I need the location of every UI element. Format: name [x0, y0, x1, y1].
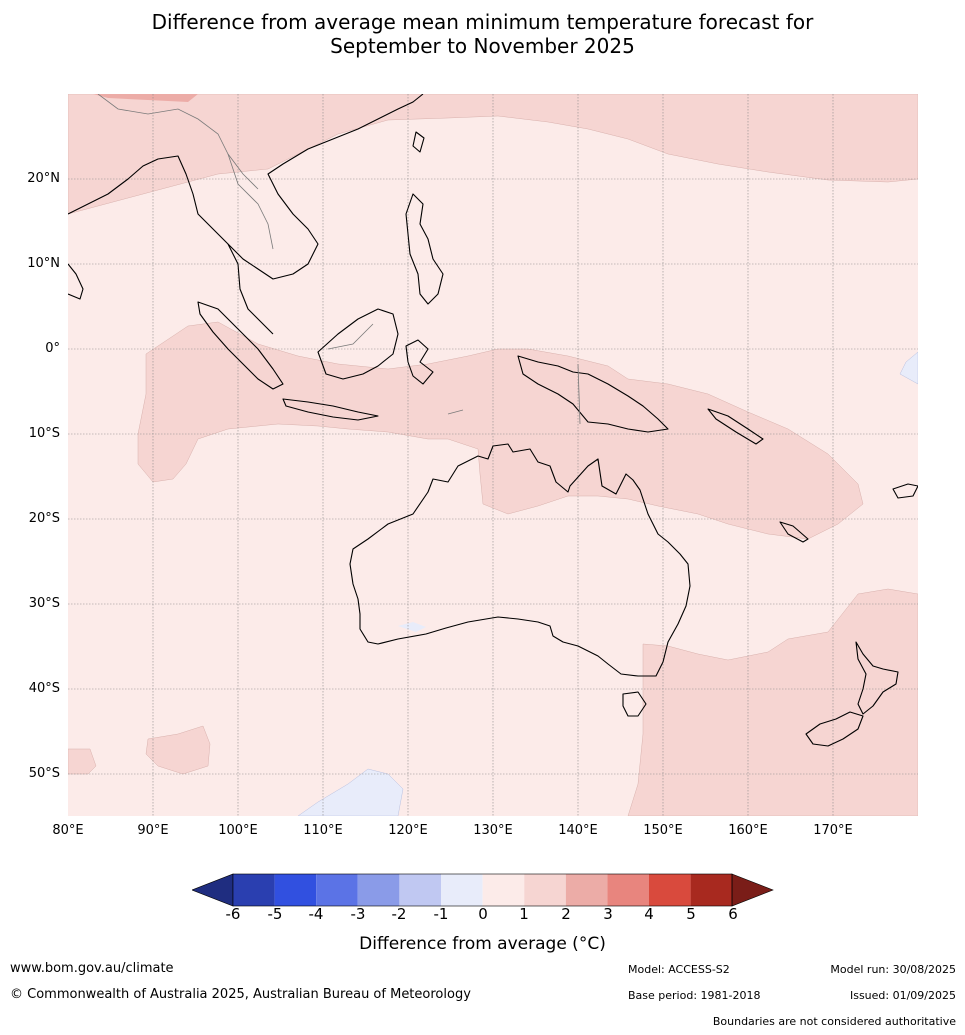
colorbar-tick-neg5: -5 — [267, 905, 283, 923]
colorbar-tick-2: 2 — [561, 905, 571, 923]
lon-label-90e: 90°E — [137, 823, 169, 838]
anomaly-1-2-patch-sw — [145, 725, 211, 775]
title-line-2: September to November 2025 — [330, 34, 635, 58]
colorbar-bin-1-2 — [524, 874, 566, 906]
colorbar-bin-4-5 — [649, 874, 691, 906]
colorbar-bin-2-3 — [565, 874, 608, 906]
anomaly-0-neg1-patch-bight — [398, 622, 426, 632]
colorbar-bin-neg2-neg1 — [399, 874, 441, 906]
title-line-1: Difference from average mean minimum tem… — [151, 10, 814, 34]
colorbar-bin-0-1 — [482, 874, 525, 906]
colorbar-frame — [232, 873, 733, 907]
country-borders — [97, 93, 581, 425]
colorbar-label: Difference from average (°C) — [0, 934, 965, 954]
model-text: Model: ACCESS-S2 — [628, 963, 730, 976]
forecast-map — [67, 93, 919, 817]
colorbar-tick-6: 6 — [728, 905, 738, 923]
border-timor — [447, 409, 464, 415]
colorbar-tick-3: 3 — [603, 905, 613, 923]
colorbar-tick-1: 1 — [519, 905, 529, 923]
colorbar-label-prefix: Difference from average ( — [359, 934, 579, 954]
new-zealand-south-coast — [805, 711, 864, 747]
colorbar-extend-high — [731, 873, 774, 907]
border-asia-2 — [227, 153, 274, 250]
anomaly-2-3-patch-north — [93, 94, 198, 102]
lon-label-170e: 170°E — [813, 823, 853, 838]
colorbar — [192, 873, 774, 907]
border-borneo — [327, 323, 374, 350]
colorbar-tick-neg4: -4 — [308, 905, 324, 923]
colorbar-bin-neg1-0 — [441, 874, 483, 906]
colorbar-tick-neg1: -1 — [433, 905, 449, 923]
colorbar-tick-neg2: -2 — [391, 905, 407, 923]
disclaimer-text: Boundaries are not considered authoritat… — [712, 1015, 956, 1028]
solomon-islands-coast — [707, 408, 764, 445]
lat-label-0: 0° — [45, 341, 60, 356]
colorbar-bin-neg3-neg2 — [357, 874, 400, 906]
model-run-text: Model run: 30/08/2025 — [830, 963, 956, 976]
lat-label-40s: 40°S — [28, 681, 60, 696]
lon-label-120e: 120°E — [388, 823, 428, 838]
asia-mainland-coast — [67, 93, 424, 280]
philippines-coast — [405, 193, 444, 305]
borneo-coast — [317, 308, 399, 380]
border-new-guinea — [577, 363, 581, 425]
border-asia-1 — [97, 93, 259, 190]
colorbar-tick-5: 5 — [686, 905, 696, 923]
lon-label-140e: 140°E — [558, 823, 598, 838]
australia-coast — [349, 443, 691, 677]
copyright-text: © Commonwealth of Australia 2025, Austra… — [10, 987, 471, 1002]
colorbar-tick-0: 0 — [478, 905, 488, 923]
colorbar-extend-low — [192, 873, 234, 907]
colorbar-tick-neg3: -3 — [350, 905, 366, 923]
colorbar-bin-neg4-neg3 — [316, 874, 358, 906]
lon-label-110e: 110°E — [303, 823, 343, 838]
issued-text: Issued: 01/09/2025 — [849, 989, 956, 1002]
coastlines — [67, 93, 919, 747]
colorbar-bin-neg5-neg4 — [274, 874, 317, 906]
colorbar-bin-neg6-neg5 — [233, 874, 275, 906]
colorbar-tick-4: 4 — [644, 905, 654, 923]
lon-label-130e: 130°E — [473, 823, 513, 838]
colorbar-bin-5-6 — [690, 874, 732, 906]
tasmania-coast — [622, 691, 647, 717]
lon-label-80e: 80°E — [52, 823, 84, 838]
lat-label-20s: 20°S — [28, 511, 60, 526]
new-caledonia-coast — [779, 521, 809, 543]
lat-label-50s: 50°S — [28, 766, 60, 781]
graticule — [68, 94, 918, 816]
java-coast — [282, 398, 379, 421]
anomaly-1-2-region-south-east — [627, 588, 919, 817]
lat-label-20n: 20°N — [27, 171, 60, 186]
sulawesi-coast — [405, 339, 434, 385]
new-guinea-coast — [517, 355, 669, 433]
anomaly-1-2-region-north — [67, 93, 919, 215]
map-panel — [67, 93, 919, 817]
base-period-text: Base period: 1981-2018 — [628, 989, 761, 1002]
colorbar-bin-3-4 — [607, 874, 649, 906]
colorbar-tick-neg6: -6 — [225, 905, 241, 923]
lon-label-160e: 160°E — [728, 823, 768, 838]
lon-label-150e: 150°E — [643, 823, 683, 838]
taiwan-coast — [412, 131, 425, 153]
colorbar-label-suffix: ) — [599, 934, 606, 954]
new-zealand-north-coast — [855, 641, 899, 715]
sumatra-coast — [197, 301, 284, 390]
map-title: Difference from average mean minimum tem… — [0, 10, 965, 58]
anomaly-1-2-patch-west-edge — [67, 748, 97, 775]
lat-label-10n: 10°N — [27, 256, 60, 271]
lat-label-10s: 10°S — [28, 426, 60, 441]
lat-label-30s: 30°S — [28, 596, 60, 611]
india-coast — [67, 263, 84, 300]
indochina-coast — [227, 243, 274, 335]
colorbar-label-unit: °C — [578, 934, 600, 954]
website-link[interactable]: www.bom.gov.au/climate — [10, 961, 174, 976]
fiji-coast — [892, 483, 919, 499]
lon-label-100e: 100°E — [218, 823, 258, 838]
